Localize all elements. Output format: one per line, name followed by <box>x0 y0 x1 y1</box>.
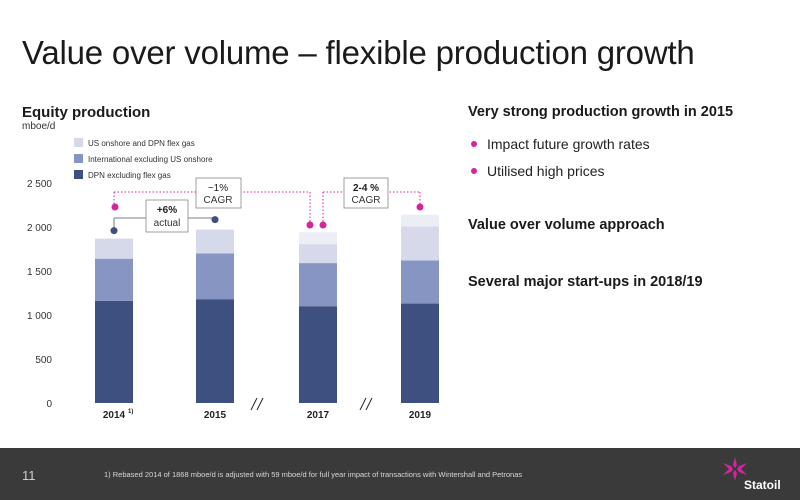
annotation-box <box>145 199 189 233</box>
axis-break-mark <box>365 397 373 411</box>
chart-title: Equity production <box>22 104 151 121</box>
right-heading-growth: Very strong production growth in 2015 <box>468 104 734 120</box>
annotation-box <box>195 177 242 209</box>
statoil-logo: Statoil <box>714 456 784 496</box>
page-number: 11 <box>22 468 36 483</box>
chart-unit-label: mboe/d <box>22 121 56 132</box>
bullet-dot-icon <box>471 141 477 147</box>
annotation-sublabel: actual <box>154 218 181 229</box>
annotation-marker <box>319 221 327 229</box>
annotation-sublabel: CAGR <box>204 195 233 206</box>
legend-label: DPN excluding flex gas <box>88 171 171 180</box>
legend-label: US onshore and DPN flex gas <box>88 139 195 148</box>
annotation-sublabel: CAGR <box>352 195 381 206</box>
x-tick-label: 2015 <box>204 410 227 421</box>
bullet-item: Utilised high prices <box>468 163 605 179</box>
bar-fade <box>401 212 439 227</box>
bar-segment <box>401 303 439 403</box>
y-tick-label: 500 <box>35 355 52 366</box>
legend-swatch <box>74 170 83 179</box>
footnote: 1) Rebased 2014 of 1868 mboe/d is adjust… <box>104 470 523 479</box>
x-tick-label: 2014 <box>103 410 126 421</box>
annotation-label: ~1% <box>208 183 228 194</box>
annotation-marker <box>306 221 314 229</box>
annotation-marker <box>110 227 118 235</box>
bullet-item: Impact future growth rates <box>468 136 650 152</box>
bar-segment <box>196 229 234 254</box>
right-heading-value: Value over volume approach <box>468 217 665 233</box>
bar-segment <box>95 300 133 403</box>
axis-break-mark <box>359 397 367 411</box>
x-tick-label: 2019 <box>409 410 432 421</box>
legend-swatch <box>74 138 83 147</box>
bar-fade <box>299 230 337 245</box>
annotation-box <box>343 177 389 209</box>
annotation-marker <box>416 203 424 211</box>
right-heading-startups: Several major start-ups in 2018/19 <box>468 274 703 290</box>
x-tick-label: 2017 <box>307 410 330 421</box>
legend-label: International excluding US onshore <box>88 155 213 164</box>
annotation-marker <box>111 203 119 211</box>
annotation-label: 2-4 % <box>353 183 379 194</box>
logo-text: Statoil <box>744 478 781 492</box>
y-tick-label: 0 <box>46 399 52 410</box>
legend-swatch <box>74 154 83 163</box>
production-chart: 0 500 1 000 1 500 2 000 2 500 2014 1) 2015 2017 20… <box>27 138 439 421</box>
y-tick-label: 1 500 <box>27 267 52 278</box>
bar-segment <box>299 306 337 403</box>
footer-bar: 11 1) Rebased 2014 of 1868 mboe/d is adj… <box>0 448 800 500</box>
y-tick-label: 2 000 <box>27 223 52 234</box>
bullet-text: Utilised high prices <box>487 163 605 179</box>
logo-star-icon <box>723 457 747 481</box>
axis-break-mark <box>250 397 258 411</box>
y-tick-label: 1 000 <box>27 311 52 322</box>
annotation-label: +6% <box>157 205 177 216</box>
axis-break-mark <box>256 397 264 411</box>
annotation-marker <box>211 216 219 224</box>
bar-segment <box>401 260 439 304</box>
bar-segment <box>95 238 133 259</box>
x-tick-footnote: 1) <box>128 409 133 415</box>
bar-segment <box>196 253 234 300</box>
bar-segment <box>95 258 133 301</box>
bar-segment <box>196 299 234 403</box>
bullet-dot-icon <box>471 168 477 174</box>
slide-title: Value over volume – flexible production … <box>22 34 695 71</box>
bullet-text: Impact future growth rates <box>487 136 650 152</box>
y-tick-label: 2 500 <box>27 179 52 190</box>
bar-segment <box>299 263 337 307</box>
